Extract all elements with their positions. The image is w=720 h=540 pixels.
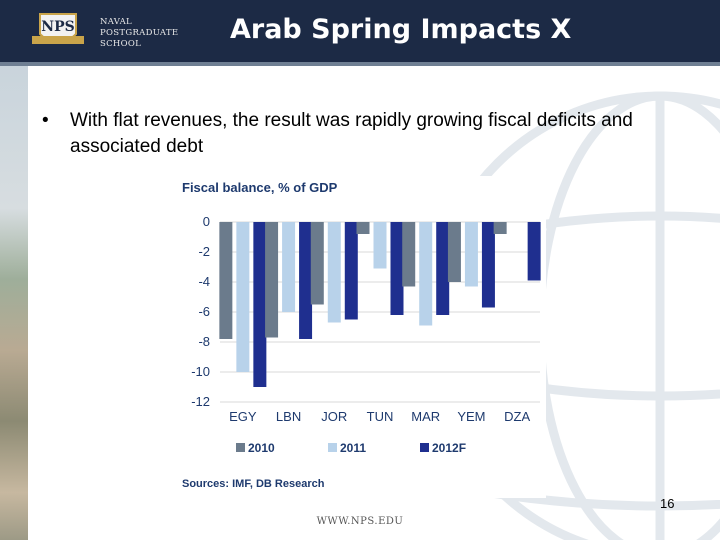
x-tick-label: DZA [504,409,530,424]
x-tick-label: LBN [276,409,301,424]
logo-line: SCHOOL [100,39,142,49]
x-tick-label: MAR [411,409,440,424]
bar-egy-2010 [219,222,233,339]
bar-mar-2010 [402,222,416,287]
y-tick-label: -8 [198,334,210,349]
bar-tun-2012f [390,222,404,315]
slide-title: Arab Spring Impacts X [230,14,572,45]
x-tick-label: JOR [321,409,347,424]
y-tick-label: -4 [198,274,210,289]
bar-mar-2012f [436,222,450,315]
header-bar: NPS NAVAL POSTGRADUATE SCHOOL Arab Sprin… [0,0,720,62]
bar-dza-2010 [493,222,507,234]
y-tick-label: 0 [203,214,210,229]
legend-label: 2012F [432,441,466,455]
footer-url: WWW.NPS.EDU [316,516,404,527]
logo-line: NAVAL [100,17,132,27]
bar-tun-2011 [373,222,387,269]
legend-label: 2011 [340,441,366,455]
y-tick-label: -12 [191,394,210,409]
bullet-text: With flat revenues, the result was rapid… [70,110,633,157]
bar-jor-2011 [327,222,341,323]
bar-dza-2012f [527,222,541,281]
bar-lbn-2012f [299,222,313,339]
fiscal-balance-chart: Fiscal balance, % of GDP 0 -2 -4 -6 -8 -10 -12… [178,176,546,498]
bar-yem-2012f [481,222,495,308]
y-tick-label: -2 [198,244,210,259]
x-tick-label: TUN [367,409,394,424]
chart-source: Sources: IMF, DB Research [182,478,325,490]
bar-yem-2010 [447,222,461,282]
legend-swatch [236,443,245,452]
legend-label: 2010 [248,441,275,455]
nps-crest-icon: NPS [32,13,84,44]
bar-egy-2012f [253,222,267,387]
logo-line: POSTGRADUATE [100,28,179,38]
logo-wordmark: NAVAL POSTGRADUATE SCHOOL [100,17,178,50]
chart-title: Fiscal balance, % of GDP [182,180,338,195]
bar-jor-2012f [344,222,358,320]
x-tick-label: EGY [229,409,257,424]
legend-swatch [420,443,429,452]
bar-tun-2010 [356,222,370,234]
bar-lbn-2011 [282,222,296,312]
nps-logo: NPS NAVAL POSTGRADUATE SCHOOL [30,8,180,54]
bar-jor-2010 [310,222,324,305]
chart-canvas: Fiscal balance, % of GDP 0 -2 -4 -6 -8 -10 -12… [182,180,541,490]
page-number: 16 [660,496,675,511]
y-tick-label: -10 [191,364,210,379]
x-tick-label: YEM [457,409,485,424]
bullet-marker: • [42,110,49,131]
header-divider [0,62,720,66]
campus-photo-strip [0,66,28,540]
bar-mar-2011 [419,222,433,326]
legend-swatch [328,443,337,452]
logo-badge-text: NPS [41,19,74,35]
bar-egy-2011 [236,222,250,372]
bar-lbn-2010 [265,222,279,338]
y-tick-label: -6 [198,304,210,319]
bar-yem-2011 [464,222,478,287]
